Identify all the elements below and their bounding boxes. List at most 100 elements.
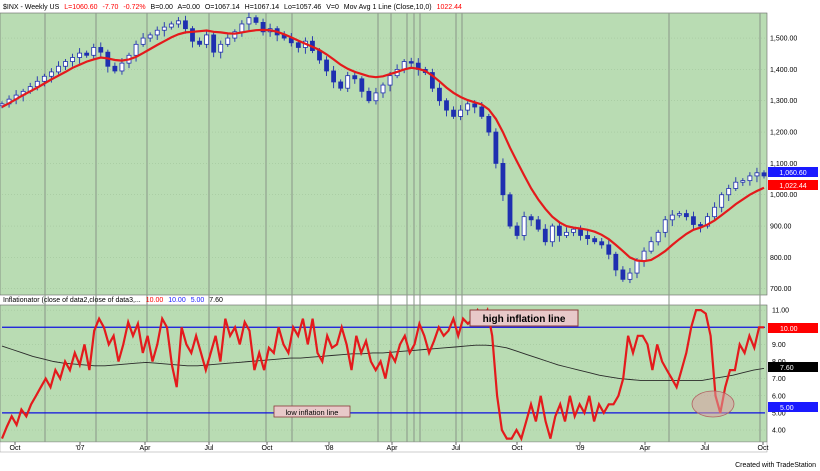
indicator-tick-label: 9.00 [772, 342, 786, 349]
candle-body [225, 37, 231, 45]
price-header: $INX - Weekly US L=1060.60 -7.70 -0.72% … [3, 4, 462, 11]
candle-body [408, 61, 414, 64]
candle-body [676, 213, 682, 216]
candle-body [338, 81, 344, 89]
candle-body [98, 47, 104, 53]
indicator-value-4: 7.60 [209, 297, 223, 304]
candle-body [698, 224, 703, 227]
x-tick-label: Apr [640, 445, 652, 452]
candle-body [112, 65, 118, 72]
ind-value-label-3: 5.00 [780, 405, 794, 412]
open-label: O=1067.14 [205, 4, 240, 11]
indicator-tick-label: 11.00 [772, 308, 789, 315]
candle-body [542, 228, 548, 243]
x-tick-label: Oct [262, 445, 273, 452]
candle-body [500, 162, 506, 196]
candle-body [133, 43, 139, 56]
candle-body [564, 231, 569, 236]
low-inflation-label-box [273, 405, 351, 418]
candle-body [535, 219, 541, 230]
candle-body [352, 75, 358, 80]
indicator-tick-label: 7.00 [772, 376, 786, 383]
candle-body [634, 260, 640, 274]
candle-body [444, 100, 449, 111]
credit-label: Created with TradeStation [735, 462, 816, 469]
indicator-tick-label: 5.00 [772, 410, 786, 417]
candle-body [620, 269, 626, 280]
candle-body [641, 250, 647, 261]
candle-body [84, 52, 90, 56]
candle-body [521, 216, 527, 236]
candle-body [56, 65, 61, 73]
candle-body [239, 23, 245, 33]
indicator-tick-label: 6.00 [772, 393, 786, 400]
price-value-box [768, 167, 818, 177]
ind-value-label-1: 10.00 [780, 326, 798, 333]
x-tick-label: Jul [452, 445, 461, 452]
candle-body [479, 106, 485, 117]
low-inflation-label: low inflation line [286, 408, 339, 417]
candle-body [175, 20, 181, 25]
candle-body [437, 87, 442, 102]
candle-body [528, 216, 534, 221]
candle-body [472, 103, 478, 108]
price-tick-label: 1,200.00 [770, 130, 797, 137]
candle-body [493, 131, 499, 164]
indicator-value-1: 10.00 [146, 297, 164, 304]
candle-body [507, 194, 513, 227]
x-tick-label: Jul [701, 445, 710, 452]
candle-body [719, 194, 725, 208]
indicator-tick-label: 4.00 [772, 428, 786, 435]
candle-body [451, 109, 456, 117]
candle-body [253, 17, 259, 23]
high-label: H=1067.14 [245, 4, 280, 11]
ma-value-label: 1,022.44 [779, 183, 806, 190]
candle-body [295, 42, 301, 48]
candle-body [147, 34, 153, 39]
candle-body [366, 90, 372, 102]
candle-body [211, 34, 217, 53]
x-tick-label: Oct [758, 445, 769, 452]
candle-body [204, 34, 210, 45]
candle-body [683, 213, 689, 218]
study-label: Mov Avg 1 Line (Close,10,0) [344, 4, 432, 11]
x-axis: Oct '07 Apr Jul Oct '08 Apr Jul Oct '09 Apr Jul Oct [10, 442, 769, 452]
candle-body [733, 181, 739, 189]
candle-body [655, 231, 661, 243]
candle-body [183, 20, 188, 30]
candle-body [70, 57, 75, 62]
candle-body [232, 31, 238, 39]
candle-body [63, 61, 68, 67]
candle-body [599, 241, 605, 246]
inflationator-average-line [1, 344, 765, 381]
x-tick-label: '07 [75, 445, 84, 452]
x-tick-label: '08 [324, 445, 333, 452]
ind-value-label-2: 7.60 [780, 365, 794, 372]
bid-label: B=0.00 [151, 4, 173, 11]
candle-body [556, 225, 562, 236]
candle-body [140, 37, 146, 45]
candle-body [606, 244, 612, 255]
ma-value-box [768, 180, 818, 190]
candle-body [41, 75, 47, 82]
candle-body [48, 71, 54, 77]
moving-average-line [1, 28, 765, 263]
candle-body [331, 70, 337, 83]
candle-body [514, 225, 520, 236]
candle-body [190, 28, 195, 42]
candle-body [761, 172, 767, 177]
candle-body [161, 26, 167, 31]
price-value-label: 1,060.60 [779, 170, 806, 177]
candle-body [578, 228, 583, 236]
candle-body [458, 109, 464, 117]
candle-body [712, 206, 718, 218]
price-tick-label: 1,400.00 [770, 67, 797, 74]
volume-label: V=0 [326, 4, 339, 11]
candle-body [705, 216, 710, 227]
ind-value-box-1 [768, 323, 818, 333]
low-highlight-ellipse [691, 390, 735, 418]
price-tick-label: 700.00 [770, 286, 792, 293]
candle-body [648, 241, 654, 252]
candle-body [359, 78, 365, 92]
